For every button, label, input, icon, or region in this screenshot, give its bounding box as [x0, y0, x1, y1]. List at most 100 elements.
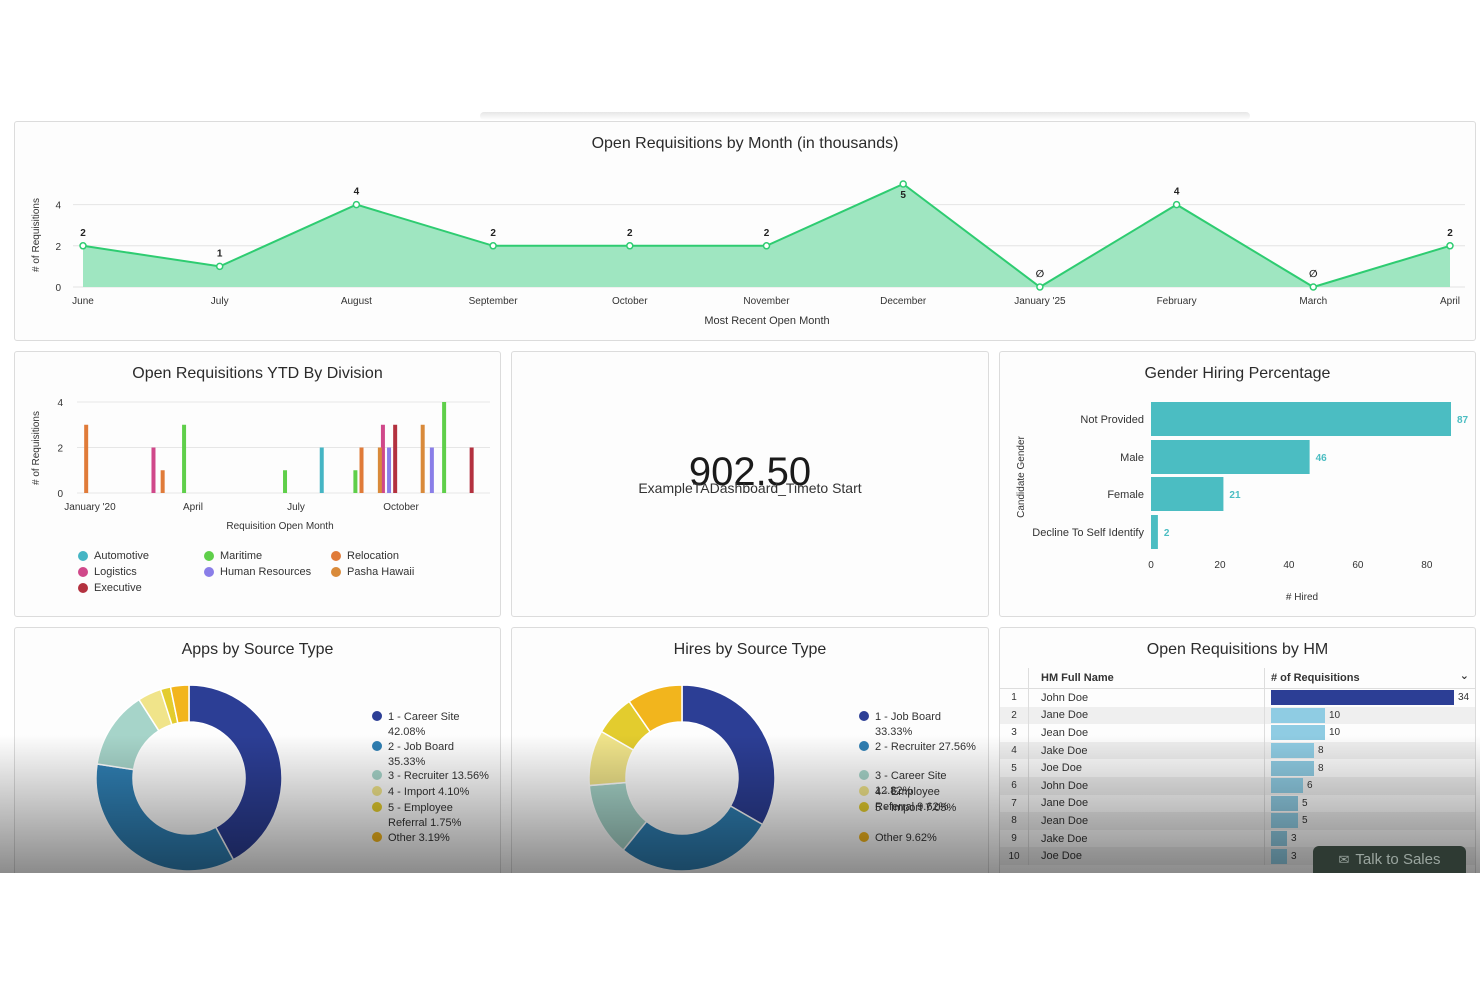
- x-tick-label: October: [612, 296, 648, 307]
- data-point: [489, 242, 497, 250]
- bottom-blank-area: [0, 873, 1480, 987]
- legend-label: Relocation: [347, 550, 399, 562]
- legend-item[interactable]: 2 - Job Board 35.33%: [372, 740, 454, 770]
- requisition-count-cell: 5: [1265, 795, 1476, 813]
- row-number: 8: [1000, 812, 1029, 830]
- count-value: 5: [1302, 815, 1308, 827]
- legend-item[interactable]: Other 9.62%: [859, 831, 937, 846]
- hm-name-cell: John Doe: [1028, 688, 1265, 707]
- legend-label: 2 - Recruiter 27.56%: [875, 741, 976, 753]
- top-shadow: [480, 112, 1250, 120]
- bar: [420, 424, 425, 493]
- y-tick-label: 4: [55, 201, 61, 212]
- x-tick-label: 20: [1214, 560, 1226, 571]
- hm-name-cell: Jake Doe: [1028, 829, 1265, 848]
- legend-item[interactable]: 5 - Employee Referral 1.75%: [372, 801, 461, 831]
- legend-item[interactable]: 1 - Career Site 42.08%: [372, 710, 460, 740]
- bar: [1151, 515, 1158, 549]
- table-row[interactable]: 2 Jane Doe 10: [1000, 706, 1475, 725]
- hm-name-cell: Joe Doe: [1028, 759, 1265, 777]
- division-legend: Automotive Logistics Executive Maritime Huma…: [15, 352, 500, 616]
- y-axis-label: # of Requisitions: [31, 411, 42, 485]
- row-number: 1: [1000, 688, 1029, 707]
- count-value: 8: [1318, 762, 1324, 774]
- legend-item[interactable]: Other 3.19%: [372, 831, 450, 846]
- legend-item[interactable]: 4 - Employee Referral 9.62%: [859, 785, 948, 815]
- legend-swatch: [204, 551, 214, 561]
- requisition-count-cell: 8: [1265, 759, 1476, 777]
- legend-label: 5 - Import 7.05%: [875, 802, 957, 814]
- category-label: Female: [1107, 489, 1144, 501]
- table-row[interactable]: 6 John Doe 6: [1000, 776, 1475, 795]
- legend-label: 4 - Import 4.10%: [388, 786, 470, 798]
- table-row[interactable]: 1 John Doe 34: [1000, 688, 1475, 707]
- count-bar: [1271, 848, 1287, 864]
- legend-item[interactable]: 4 - Import 4.10%: [372, 785, 469, 800]
- legend-swatch: [78, 567, 88, 577]
- legend-label: 3 - Recruiter 13.56%: [388, 770, 489, 782]
- bar: [1151, 402, 1451, 436]
- legend-item[interactable]: Relocation: [331, 550, 399, 562]
- x-tick-label: 80: [1421, 560, 1433, 571]
- column-header-requisitions[interactable]: # of Requisitions ⌄: [1264, 668, 1475, 689]
- count-bar: [1271, 795, 1298, 811]
- bar: [469, 447, 474, 493]
- table-row[interactable]: 5 Joe Doe 8: [1000, 759, 1475, 777]
- y-axis-label: # of Requisitions: [31, 198, 42, 272]
- x-axis-label: # Hired: [1286, 592, 1318, 603]
- pie-slice: [622, 804, 764, 872]
- legend-item[interactable]: Human Resources: [204, 566, 311, 578]
- chat-icon: ✉: [1338, 851, 1350, 867]
- legend-label: 3 - Career Site 12.82%: [875, 770, 947, 797]
- x-tick-label: August: [341, 296, 372, 307]
- data-label: ∅: [1036, 269, 1045, 280]
- y-tick-label: 2: [57, 444, 63, 455]
- data-point: [352, 200, 361, 209]
- x-tick-label: 40: [1283, 560, 1295, 571]
- count-value: 34: [1458, 692, 1470, 704]
- bar: [84, 424, 89, 493]
- row-number: 6: [1000, 776, 1029, 795]
- requisition-count-cell: 5: [1264, 812, 1475, 830]
- bar: [319, 447, 324, 493]
- table-row[interactable]: 3 Jean Doe 10: [1000, 724, 1475, 742]
- data-label: 2: [80, 228, 86, 239]
- legend-item[interactable]: Automotive: [78, 550, 149, 562]
- chevron-down-icon[interactable]: ⌄: [1459, 670, 1469, 682]
- bar: [359, 447, 364, 493]
- count-value: 8: [1318, 745, 1324, 757]
- category-label: Male: [1120, 452, 1144, 464]
- legend-item[interactable]: 1 - Job Board 33.33%: [859, 710, 941, 740]
- legend-item[interactable]: 3 - Career Site 12.82%: [859, 769, 947, 799]
- count-bar: [1271, 831, 1287, 847]
- category-label: Not Provided: [1080, 414, 1144, 426]
- open-requisitions-by-month-panel: Open Requisitions by Month (in thousands…: [14, 121, 1476, 341]
- table-row[interactable]: 4 Jake Doe 8: [1000, 741, 1475, 760]
- legend-item[interactable]: Executive: [78, 582, 142, 594]
- table-row[interactable]: 8 Jean Doe 5: [1000, 812, 1475, 830]
- legend-item[interactable]: Maritime: [204, 550, 262, 562]
- column-header-hm-name[interactable]: HM Full Name: [1028, 668, 1265, 689]
- x-tick-label: July: [287, 502, 305, 513]
- table-row[interactable]: 9 Jake Doe 3: [1000, 829, 1475, 848]
- legend-label: Maritime: [220, 550, 263, 562]
- legend-item[interactable]: 2 - Recruiter 27.56%: [859, 740, 976, 755]
- count-bar: [1271, 778, 1303, 794]
- count-value: 5: [1302, 797, 1308, 809]
- legend-item[interactable]: Pasha Hawaii: [331, 566, 414, 578]
- data-label: 87: [1457, 415, 1469, 426]
- legend-swatch: [331, 551, 341, 561]
- talk-to-sales-button[interactable]: ✉ Talk to Sales: [1313, 846, 1466, 873]
- legend-item[interactable]: Logistics: [78, 566, 137, 578]
- legend-item[interactable]: 3 - Recruiter 13.56%: [372, 769, 489, 784]
- x-tick-label: January '20: [64, 502, 116, 513]
- x-tick-label: September: [469, 296, 519, 307]
- requisition-count-cell: 10: [1264, 706, 1475, 725]
- legend-item[interactable]: 5 - Import 7.05%: [859, 801, 956, 816]
- y-tick-label: 4: [57, 398, 63, 409]
- apps-by-source-panel: Apps by Source Type 1 - Career Site 42.08…: [14, 627, 501, 887]
- table-row[interactable]: 7 Jane Doe 5: [1000, 794, 1476, 813]
- data-label: 1: [217, 248, 223, 259]
- pie-slice: [628, 684, 683, 733]
- requisition-count-cell: 6: [1264, 776, 1475, 795]
